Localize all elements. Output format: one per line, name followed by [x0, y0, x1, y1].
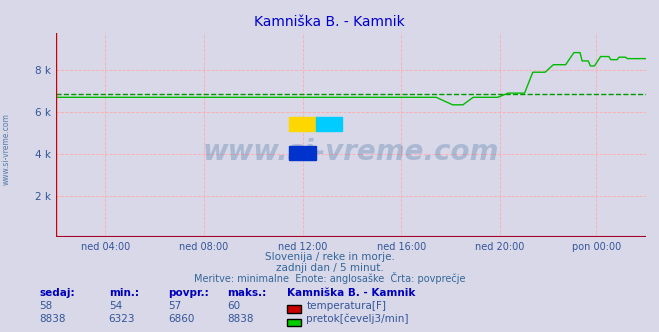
Text: 6323: 6323: [109, 314, 135, 324]
Bar: [289, 146, 316, 160]
Bar: [289, 118, 316, 131]
Text: 58: 58: [40, 301, 53, 311]
Text: www.si-vreme.com: www.si-vreme.com: [203, 138, 499, 166]
Text: 6860: 6860: [168, 314, 194, 324]
Text: Meritve: minimalne  Enote: anglosaške  Črta: povprečje: Meritve: minimalne Enote: anglosaške Črt…: [194, 272, 465, 284]
Text: Kamniška B. - Kamnik: Kamniška B. - Kamnik: [254, 15, 405, 29]
Bar: [316, 118, 342, 131]
Text: www.si-vreme.com: www.si-vreme.com: [2, 114, 11, 185]
Text: 8838: 8838: [227, 314, 254, 324]
Text: 8838: 8838: [40, 314, 66, 324]
Text: maks.:: maks.:: [227, 288, 267, 298]
Text: 54: 54: [109, 301, 122, 311]
Text: pretok[čevelj3/min]: pretok[čevelj3/min]: [306, 313, 409, 324]
Text: min.:: min.:: [109, 288, 139, 298]
Text: povpr.:: povpr.:: [168, 288, 209, 298]
Text: sedaj:: sedaj:: [40, 288, 75, 298]
Text: temperatura[F]: temperatura[F]: [306, 301, 386, 311]
Text: zadnji dan / 5 minut.: zadnji dan / 5 minut.: [275, 263, 384, 273]
Text: Slovenija / reke in morje.: Slovenija / reke in morje.: [264, 252, 395, 262]
Text: 57: 57: [168, 301, 181, 311]
Text: Kamniška B. - Kamnik: Kamniška B. - Kamnik: [287, 288, 415, 298]
Text: 60: 60: [227, 301, 241, 311]
